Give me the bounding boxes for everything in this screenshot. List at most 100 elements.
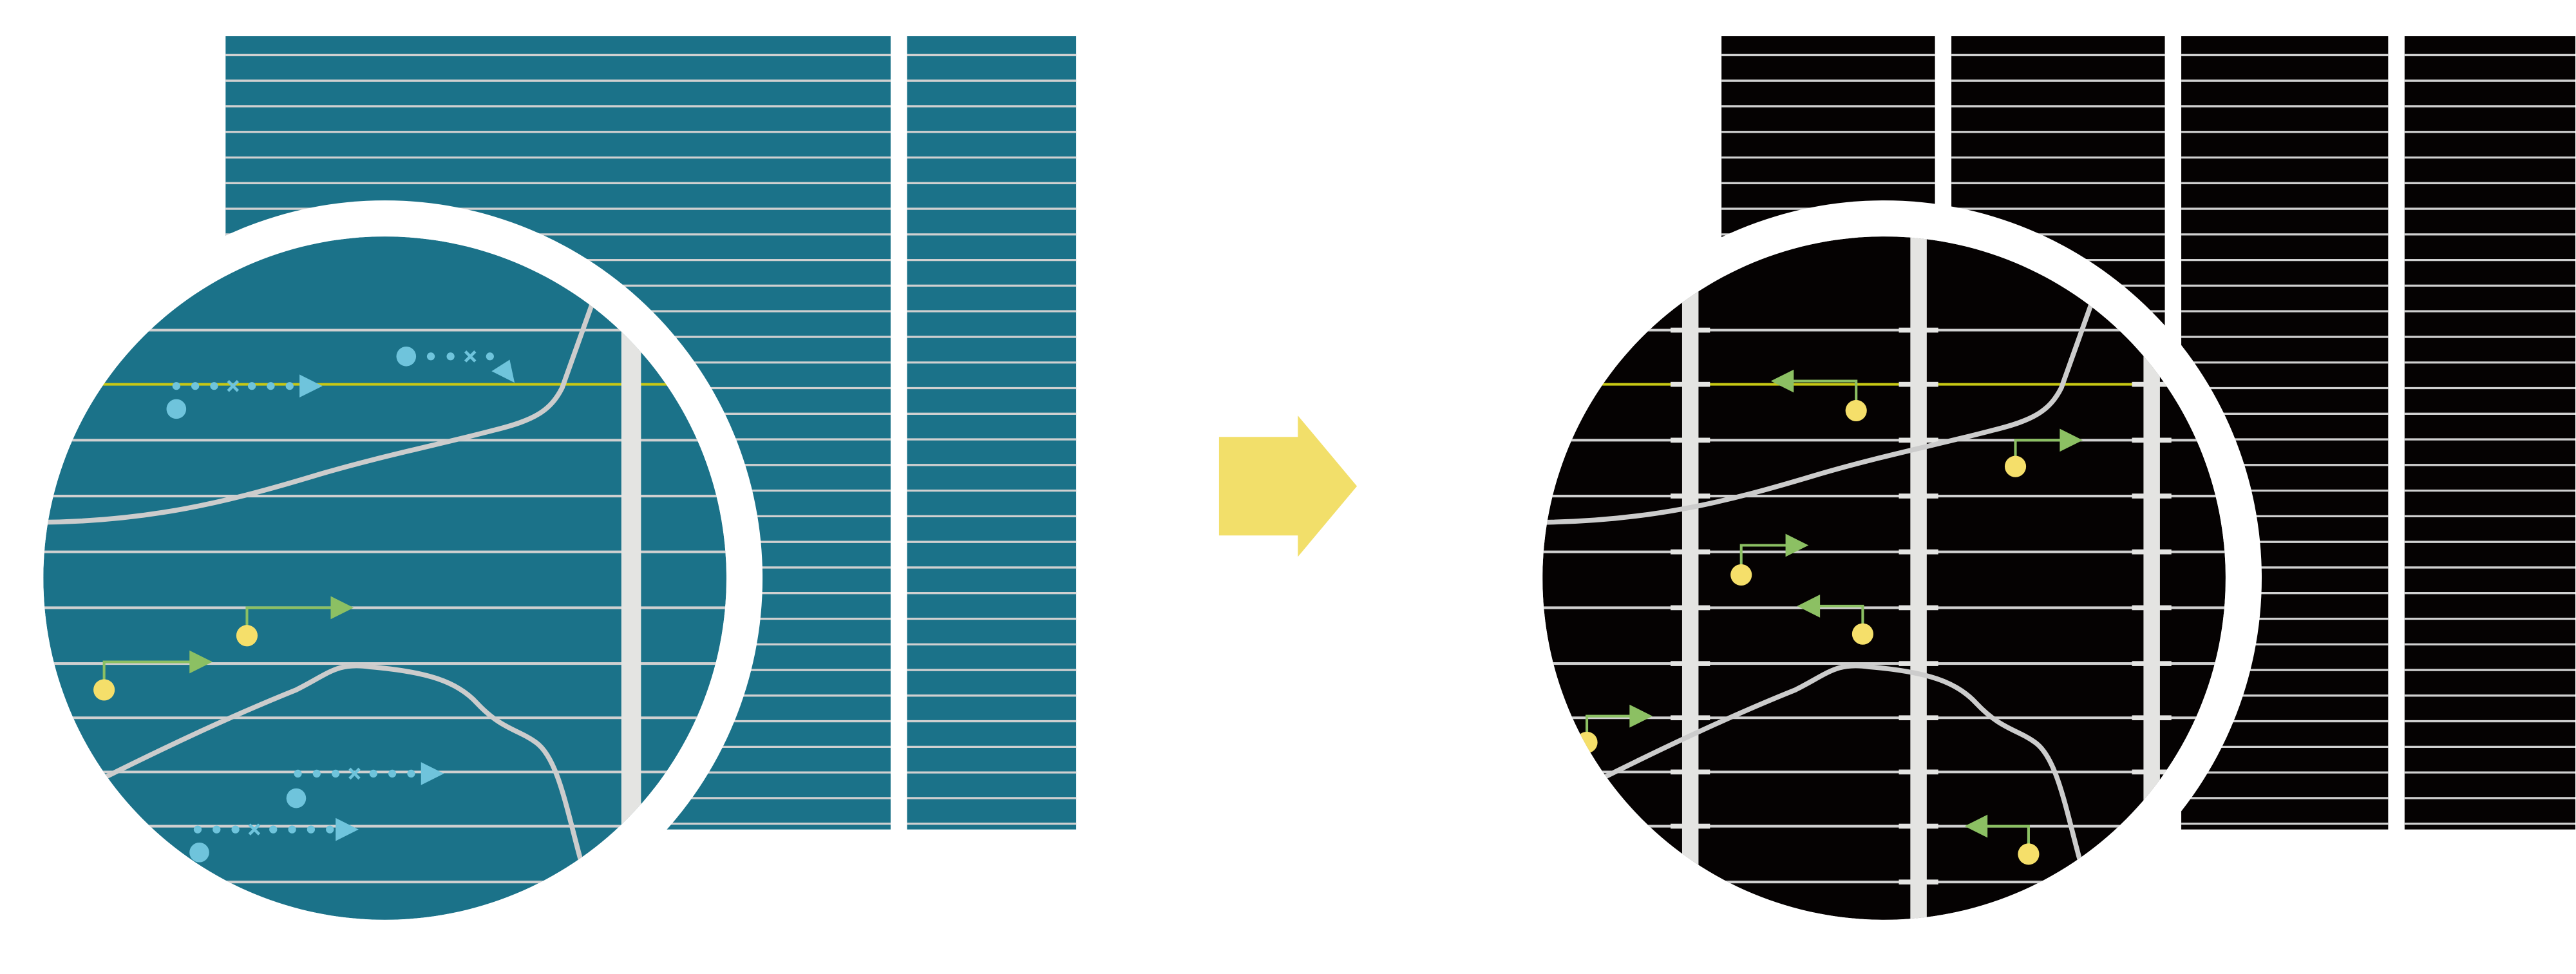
arrowhead — [421, 762, 444, 785]
yellow-dot — [1730, 564, 1752, 586]
tick-mark — [2132, 549, 2172, 555]
arrowhead — [330, 596, 354, 620]
arrowhead — [1629, 704, 1653, 728]
green-arrow-icon — [2004, 428, 2083, 477]
dot — [269, 825, 278, 834]
dot — [332, 769, 340, 778]
cross-mark — [227, 379, 240, 392]
yellow-dot — [2018, 843, 2040, 865]
yellow-dot — [1852, 623, 1873, 645]
boundary-curve — [98, 663, 586, 872]
dot — [193, 825, 202, 834]
green-arrow-icon — [1770, 369, 1867, 422]
arrowhead — [2060, 428, 2083, 452]
green-arrow-icon — [1964, 814, 2040, 865]
yellow-dot — [93, 679, 115, 701]
particle — [189, 843, 209, 863]
dot — [210, 382, 218, 390]
tick-mark — [1899, 769, 1938, 775]
tick-mark — [2132, 879, 2172, 885]
blue-dotted-arrow-icon — [396, 346, 515, 383]
cross-mark — [348, 767, 361, 780]
boundary-curves — [43, 294, 598, 872]
yellow-dot — [1845, 399, 1867, 422]
particle — [396, 346, 417, 367]
arrowhead — [1770, 369, 1794, 393]
boundary-curve — [43, 294, 598, 525]
right-arrow-icon — [1218, 415, 1358, 557]
tick-mark — [2132, 715, 2172, 721]
magnified-lines — [43, 329, 726, 884]
tick-mark — [2132, 493, 2172, 499]
dot — [267, 382, 275, 390]
arrowhead — [1797, 595, 1821, 618]
tick-mark — [1899, 715, 1938, 721]
cross-mark — [248, 823, 261, 836]
boundary-curve — [1542, 294, 2097, 525]
particle — [166, 399, 187, 419]
grid-block — [907, 36, 1077, 830]
blue-dotted-arrow-icon — [286, 762, 444, 808]
dot — [446, 352, 455, 361]
divider-bar — [621, 312, 641, 854]
dot — [369, 769, 377, 778]
dot — [294, 769, 302, 778]
dot — [326, 825, 334, 834]
arrowhead — [1785, 533, 1809, 557]
boundary-curve — [1597, 663, 2085, 872]
cross-mark — [464, 350, 477, 363]
tick-mark — [1671, 381, 1710, 387]
yellow-dot — [236, 625, 258, 647]
tick-mark — [1899, 327, 1938, 333]
dot — [231, 825, 240, 834]
arrowhead — [299, 374, 323, 398]
dot — [388, 769, 397, 778]
green-arrow-icon — [93, 650, 213, 701]
tick-mark — [1899, 549, 1938, 555]
before-symbols — [93, 346, 515, 863]
tick-mark — [1899, 823, 1938, 829]
arrowhead — [336, 817, 359, 841]
arrowhead — [491, 359, 515, 383]
tick-mark — [1899, 381, 1938, 387]
magnifier-background — [1542, 236, 2226, 920]
tick-mark — [1671, 437, 1710, 443]
tick-mark — [1671, 549, 1710, 555]
dot — [486, 352, 494, 361]
tick-mark — [1671, 661, 1710, 666]
dot — [172, 382, 180, 390]
dot — [288, 825, 296, 834]
green-arrow-icon — [1797, 595, 1873, 645]
arrowhead — [189, 650, 213, 674]
boundary-curves — [1542, 294, 2097, 872]
yellow-dot — [2004, 455, 2027, 477]
dot — [247, 382, 256, 390]
tick-mark — [2132, 437, 2172, 443]
tick-mark — [1899, 437, 1938, 443]
tick-mark — [1671, 605, 1710, 611]
dot — [213, 825, 221, 834]
tick-mark — [1671, 823, 1710, 829]
dot — [191, 382, 200, 390]
tick-mark — [1671, 715, 1710, 721]
tick-mark — [1899, 661, 1938, 666]
after-magnifier — [1506, 200, 2262, 956]
arrowhead — [1964, 814, 1988, 838]
dot — [407, 769, 415, 778]
green-arrow-icon — [1730, 533, 1809, 586]
divider-bar — [1681, 236, 1699, 920]
dot — [307, 825, 316, 834]
dot — [426, 352, 435, 361]
tick-mark — [2132, 661, 2172, 666]
dot — [285, 382, 294, 390]
tick-mark — [1899, 879, 1938, 885]
tick-mark — [2132, 381, 2172, 387]
magnifier-background — [43, 236, 726, 920]
particle — [286, 788, 307, 808]
blue-dotted-arrow-icon — [189, 817, 359, 863]
blue-dotted-arrow-icon — [166, 374, 323, 419]
green-arrow-icon — [236, 596, 354, 647]
divider-bar — [1910, 236, 1927, 920]
tick-mark — [1671, 327, 1710, 333]
